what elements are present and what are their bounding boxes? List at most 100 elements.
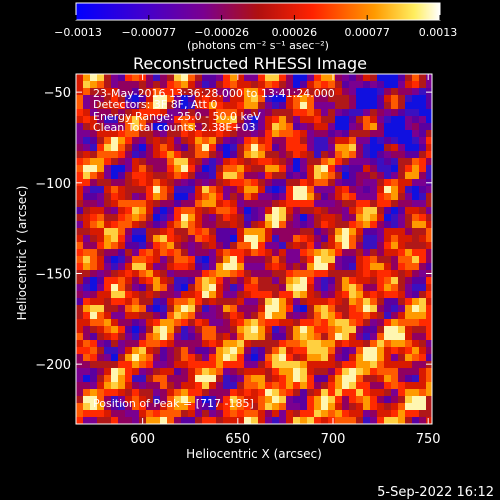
heatmap-cell (426, 284, 432, 291)
heatmap-cell (174, 291, 181, 298)
heatmap-cell (300, 270, 307, 277)
heatmap-cell (426, 347, 432, 354)
heatmap-cell (328, 109, 335, 116)
heatmap-cell (279, 186, 286, 193)
heatmap-cell (160, 396, 167, 403)
heatmap-cell (209, 123, 216, 130)
heatmap-cell (349, 193, 356, 200)
heatmap-cell (174, 193, 181, 200)
heatmap-cell (314, 123, 321, 130)
heatmap-cell (83, 284, 90, 291)
heatmap-cell (377, 130, 384, 137)
heatmap-cell (90, 137, 97, 144)
heatmap-cell (384, 214, 391, 221)
heatmap-cell (237, 228, 244, 235)
heatmap-cell (97, 410, 104, 417)
heatmap-cell (216, 277, 223, 284)
heatmap-cell (223, 319, 230, 326)
heatmap-cell (356, 102, 363, 109)
heatmap-cell (328, 158, 335, 165)
heatmap-cell (76, 249, 83, 256)
heatmap-cell (104, 382, 111, 389)
heatmap-cell (139, 277, 146, 284)
heatmap-cell (125, 291, 132, 298)
heatmap-cell (272, 361, 279, 368)
heatmap-cell (132, 179, 139, 186)
heatmap-cell (265, 354, 272, 361)
heatmap-cell (111, 284, 118, 291)
heatmap-cell (349, 235, 356, 242)
heatmap-cell (153, 403, 160, 410)
heatmap-cell (279, 361, 286, 368)
heatmap-cell (384, 410, 391, 417)
heatmap-cell (83, 256, 90, 263)
heatmap-cell (167, 123, 174, 130)
heatmap-cell (230, 137, 237, 144)
heatmap-cell (405, 333, 412, 340)
heatmap-cell (272, 235, 279, 242)
heatmap-cell (125, 361, 132, 368)
heatmap-cell (223, 228, 230, 235)
heatmap-cell (174, 305, 181, 312)
heatmap-cell (132, 361, 139, 368)
heatmap-cell (181, 130, 188, 137)
heatmap-cell (314, 333, 321, 340)
heatmap-cell (251, 109, 258, 116)
heatmap-cell (160, 242, 167, 249)
heatmap-cell (377, 186, 384, 193)
heatmap-cell (167, 375, 174, 382)
heatmap-cell (314, 347, 321, 354)
heatmap-cell (321, 382, 328, 389)
heatmap-cell (181, 347, 188, 354)
heatmap-cell (293, 109, 300, 116)
heatmap-cell (349, 151, 356, 158)
heatmap-cell (286, 151, 293, 158)
heatmap-cell (97, 130, 104, 137)
heatmap-cell (363, 144, 370, 151)
heatmap-cell (167, 298, 174, 305)
heatmap-cell (125, 389, 132, 396)
heatmap-cell (363, 263, 370, 270)
heatmap-cell (370, 228, 377, 235)
heatmap-cell (118, 333, 125, 340)
heatmap-cell (111, 74, 118, 81)
heatmap-cell (167, 95, 174, 102)
heatmap-cell (258, 95, 265, 102)
heatmap-cell (167, 74, 174, 81)
heatmap-cell (377, 389, 384, 396)
heatmap-cell (111, 396, 118, 403)
heatmap-cell (188, 165, 195, 172)
heatmap-cell (111, 81, 118, 88)
heatmap-cell (111, 347, 118, 354)
heatmap-cell (188, 312, 195, 319)
heatmap-cell (356, 270, 363, 277)
heatmap-cell (216, 179, 223, 186)
heatmap-cell (391, 116, 398, 123)
heatmap-cell (181, 95, 188, 102)
heatmap-cell (139, 88, 146, 95)
heatmap-cell (419, 179, 426, 186)
heatmap-cell (216, 221, 223, 228)
heatmap-cell (97, 417, 104, 424)
heatmap-cell (139, 214, 146, 221)
heatmap-cell (244, 396, 251, 403)
heatmap-cell (377, 249, 384, 256)
heatmap-cell (132, 389, 139, 396)
heatmap-cell (419, 403, 426, 410)
colorbar-gradient (75, 2, 441, 21)
heatmap-cell (216, 298, 223, 305)
heatmap-cell (202, 200, 209, 207)
heatmap-cell (202, 333, 209, 340)
heatmap-cell (83, 389, 90, 396)
heatmap-cell (321, 95, 328, 102)
heatmap-cell (384, 319, 391, 326)
heatmap-cell (293, 193, 300, 200)
heatmap-cell (160, 88, 167, 95)
heatmap-cell (335, 347, 342, 354)
heatmap-cell (181, 123, 188, 130)
heatmap-cell (314, 214, 321, 221)
heatmap-cell (174, 172, 181, 179)
heatmap-cell (293, 256, 300, 263)
heatmap-cell (97, 200, 104, 207)
heatmap-cell (335, 326, 342, 333)
